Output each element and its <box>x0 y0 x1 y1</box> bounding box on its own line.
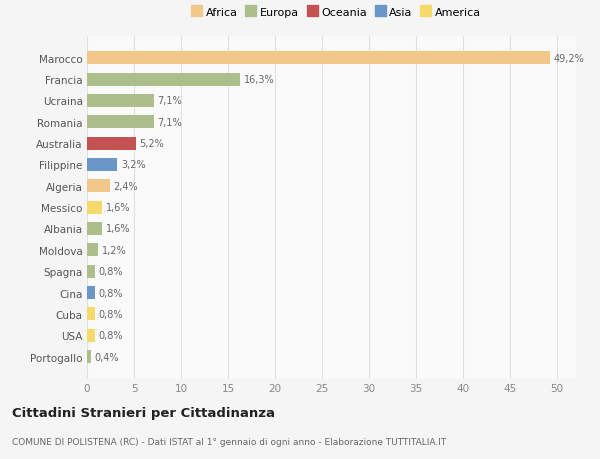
Text: 1,2%: 1,2% <box>102 245 127 255</box>
Bar <box>87 223 102 235</box>
Bar <box>87 202 102 214</box>
Text: 49,2%: 49,2% <box>553 54 584 64</box>
Bar <box>87 52 550 65</box>
Text: 0,8%: 0,8% <box>98 309 123 319</box>
Text: 7,1%: 7,1% <box>158 118 182 128</box>
Bar <box>87 180 110 193</box>
Text: COMUNE DI POLISTENA (RC) - Dati ISTAT al 1° gennaio di ogni anno - Elaborazione : COMUNE DI POLISTENA (RC) - Dati ISTAT al… <box>12 437 446 446</box>
Text: Cittadini Stranieri per Cittadinanza: Cittadini Stranieri per Cittadinanza <box>12 406 275 419</box>
Text: 3,2%: 3,2% <box>121 160 145 170</box>
Bar <box>87 329 95 342</box>
Bar <box>87 73 240 86</box>
Bar <box>87 116 154 129</box>
Text: 0,8%: 0,8% <box>98 267 123 277</box>
Text: 16,3%: 16,3% <box>244 75 275 85</box>
Text: 0,4%: 0,4% <box>95 352 119 362</box>
Text: 0,8%: 0,8% <box>98 330 123 341</box>
Bar <box>87 265 95 278</box>
Bar <box>87 286 95 299</box>
Bar <box>87 137 136 150</box>
Text: 5,2%: 5,2% <box>140 139 164 149</box>
Text: 2,4%: 2,4% <box>113 181 138 191</box>
Text: 7,1%: 7,1% <box>158 96 182 106</box>
Bar <box>87 308 95 320</box>
Bar <box>87 244 98 257</box>
Text: 1,6%: 1,6% <box>106 203 130 213</box>
Text: 0,8%: 0,8% <box>98 288 123 298</box>
Bar <box>87 159 117 172</box>
Bar <box>87 350 91 363</box>
Text: 1,6%: 1,6% <box>106 224 130 234</box>
Bar <box>87 95 154 107</box>
Legend: Africa, Europa, Oceania, Asia, America: Africa, Europa, Oceania, Asia, America <box>189 6 483 20</box>
